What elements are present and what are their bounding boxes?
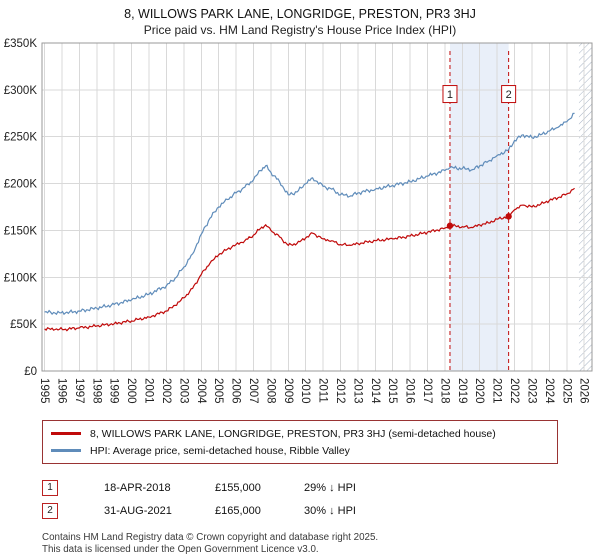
legend-item: HPI: Average price, semi-detached house,… [51, 442, 549, 459]
legend-label: HPI: Average price, semi-detached house,… [90, 444, 350, 457]
x-axis-label: 2012 [334, 378, 346, 404]
x-axis-label: 2007 [247, 378, 259, 404]
y-axis-label: £50K [10, 319, 37, 331]
sale-annotation-row: 2 31-AUG-2021 £165,000 30% ↓ HPI [42, 499, 558, 522]
property-series-line [44, 188, 575, 332]
sale-point-dot [505, 213, 512, 220]
y-axis-label: £0 [24, 366, 37, 378]
sale-date: 31-AUG-2021 [104, 504, 172, 517]
legend-item: 8, WILLOWS PARK LANE, LONGRIDGE, PRESTON… [51, 425, 549, 442]
x-axis-label: 1999 [108, 378, 120, 404]
x-axis-label: 2003 [177, 378, 189, 404]
x-axis-label: 2006 [230, 378, 242, 404]
x-axis-label: 2019 [456, 378, 468, 404]
x-axis-label: 2005 [212, 378, 224, 404]
sale-marker-number: 1 [447, 89, 453, 101]
footer-line2: This data is licensed under the Open Gov… [42, 544, 319, 556]
sale-vs-hpi: 30% ↓ HPI [304, 504, 356, 517]
sale-annotation-row: 1 18-APR-2018 £155,000 29% ↓ HPI [42, 476, 558, 499]
page-subtitle: Price paid vs. HM Land Registry's House … [143, 22, 457, 37]
page-title: 8, WILLOWS PARK LANE, LONGRIDGE, PRESTON… [124, 7, 476, 21]
license-footer: Contains HM Land Registry data © Crown c… [42, 532, 558, 556]
sale-price: £155,000 [215, 481, 261, 494]
sale-date: 18-APR-2018 [104, 481, 171, 494]
x-axis-label: 1995 [38, 378, 50, 404]
sale-number-badge: 2 [42, 502, 58, 519]
y-axis-label: £250K [4, 132, 38, 144]
sale-price: £165,000 [215, 504, 261, 517]
y-axis-label: £350K [4, 38, 38, 50]
x-axis-label: 2025 [560, 378, 572, 404]
x-axis-label: 2011 [317, 378, 329, 403]
x-axis-label: 2018 [438, 378, 450, 404]
x-axis-label: 2004 [195, 378, 207, 404]
x-axis-label: 1997 [73, 378, 85, 404]
x-axis-label: 2002 [160, 378, 172, 404]
x-axis-label: 2013 [351, 378, 363, 404]
x-axis-label: 2021 [491, 378, 503, 404]
x-axis-label: 2015 [386, 378, 398, 404]
legend-label: 8, WILLOWS PARK LANE, LONGRIDGE, PRESTON… [90, 427, 496, 440]
x-axis-label: 2017 [421, 378, 433, 404]
hpi-series-line [44, 112, 575, 316]
y-axis-label: £150K [4, 226, 38, 238]
sale-marker-box [442, 85, 458, 104]
sale-vs-hpi: 29% ↓ HPI [304, 481, 356, 494]
x-axis-label: 2022 [508, 378, 520, 404]
x-axis-label: 2024 [543, 378, 555, 404]
sale-point-dot [446, 222, 454, 230]
footer-line1: Contains HM Land Registry data © Crown c… [42, 532, 379, 544]
plot-border [41, 42, 593, 372]
future-hatched-region [578, 43, 592, 372]
x-axis-label: 2008 [264, 378, 276, 404]
x-axis-label: 1998 [90, 378, 102, 404]
x-axis-label: 2010 [299, 378, 311, 404]
sale-marker-number: 2 [506, 89, 512, 101]
y-axis-label: £100K [4, 273, 38, 285]
x-axis-label: 2026 [578, 378, 590, 404]
x-axis-label: 2020 [473, 378, 485, 404]
sale-marker-box [501, 85, 517, 104]
sale-annotations: 1 18-APR-2018 £155,000 29% ↓ HPI 2 31-AUG-202… [42, 476, 558, 522]
chart-legend: 8, WILLOWS PARK LANE, LONGRIDGE, PRESTON… [42, 420, 558, 465]
x-axis-label: 2014 [369, 378, 381, 404]
x-axis-label: 2001 [143, 378, 155, 404]
x-axis-label: 2000 [125, 378, 137, 404]
x-axis-label: 2016 [404, 378, 416, 404]
sale-number-badge: 1 [42, 479, 58, 496]
legend-line-swatch [51, 432, 81, 436]
x-axis-label: 2009 [282, 378, 294, 404]
y-axis-label: £300K [4, 85, 38, 97]
legend-line-swatch [51, 449, 81, 453]
x-axis-label: 1996 [56, 378, 68, 404]
price-chart: 1 2 £0 £50K £100K £150K £200K £250K £300K £350K 19… [4, 38, 593, 404]
x-axis-label: 2023 [526, 378, 538, 404]
y-axis-label: £200K [4, 179, 38, 191]
